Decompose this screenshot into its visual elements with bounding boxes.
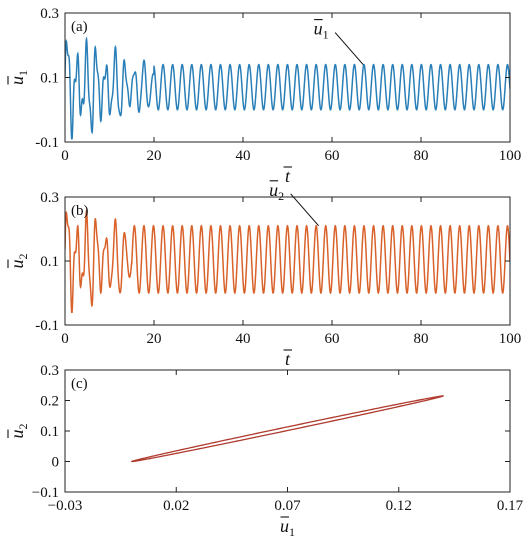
x-tick-label: 0.12 [386, 498, 412, 514]
svg-text:u2: u2 [269, 180, 284, 203]
y-tick-label: 0.3 [40, 6, 59, 22]
y-axis-label: u2 [7, 424, 30, 439]
y-axis-label: u1 [7, 70, 30, 85]
svg-text:u2: u2 [7, 254, 30, 269]
panel-c: −0.03 0.02 0.07 0.12 0.17 −0.1 0 0.1 0.2 0.3 (c) u1… [7, 363, 524, 539]
x-tick-label: 0.17 [497, 498, 524, 514]
panel-tag: (c) [71, 376, 88, 392]
panel-tag: (b) [71, 203, 89, 219]
y-tick-label: 0.1 [40, 254, 59, 270]
series-line-2 [65, 208, 510, 313]
x-tick-label: 0.07 [274, 498, 301, 514]
x-tick-label: 0.02 [163, 498, 189, 514]
x-tick-label: 80 [414, 331, 429, 347]
series-line-1 [65, 36, 510, 140]
x-axis-label: t [283, 349, 292, 369]
svg-text:u1: u1 [314, 19, 329, 42]
x-tick-label: 40 [236, 148, 251, 164]
x-tick-label: 60 [325, 148, 340, 164]
series-annotation: u1 [314, 19, 329, 42]
svg-text:t: t [285, 166, 291, 186]
x-tick-label: 0 [61, 148, 69, 164]
x-tick-label: 40 [236, 331, 251, 347]
x-tick-label: −0.03 [48, 498, 83, 514]
y-tick-label: -0.1 [35, 318, 59, 334]
y-tick-label: 0 [52, 455, 60, 471]
x-tick-label: 20 [147, 331, 162, 347]
x-tick-label: 80 [414, 148, 429, 164]
panel-b: 0 20 40 60 80 100 -0.1 0.1 0.3 (b) t u2 u2 [7, 180, 521, 369]
y-tick-label: 0.1 [40, 424, 59, 440]
y-tick-label: 0.1 [40, 71, 59, 87]
y-tick-label: −0.1 [32, 485, 59, 501]
panel-tag: (a) [71, 19, 88, 35]
x-axis-label: u1 [280, 516, 295, 539]
svg-text:u1: u1 [7, 70, 30, 85]
x-tick-label: 100 [499, 148, 522, 164]
panel-a: 0 20 40 60 80 100 -0.1 0.1 0.3 (a) t u1 u1 [7, 6, 521, 186]
x-tick-label: 0 [61, 331, 69, 347]
x-tick-label: 20 [147, 148, 162, 164]
y-axis-label: u2 [7, 254, 30, 269]
x-axis-label: t [283, 166, 292, 186]
y-tick-label: 0.2 [40, 394, 59, 410]
series-line-3 [130, 395, 445, 463]
x-tick-label: 60 [325, 331, 340, 347]
svg-text:u2: u2 [7, 424, 30, 439]
y-tick-label: 0.3 [40, 363, 59, 379]
svg-text:t: t [285, 349, 291, 369]
plot-frame [64, 12, 511, 143]
x-tick-label: 100 [499, 331, 522, 347]
y-tick-label: 0.3 [40, 190, 59, 206]
svg-text:u1: u1 [280, 516, 295, 539]
series-annotation: u2 [269, 180, 284, 203]
y-tick-label: -0.1 [35, 135, 59, 151]
